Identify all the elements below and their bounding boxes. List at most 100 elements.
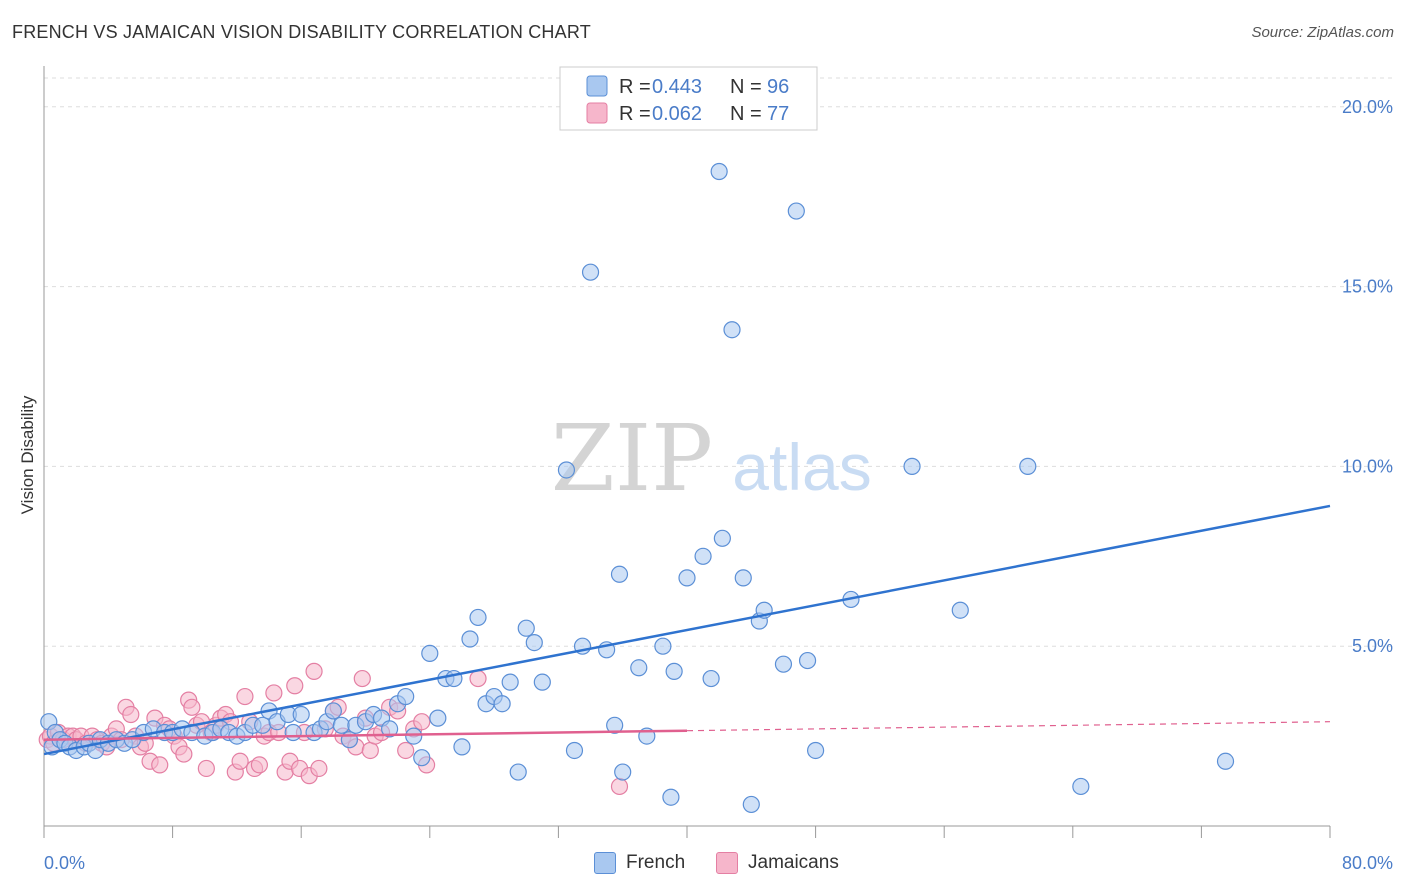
french-point bbox=[332, 716, 350, 734]
x-tick-labels: 0.0% 80.0% bbox=[44, 853, 1393, 873]
french-point bbox=[610, 565, 629, 583]
french-point bbox=[254, 716, 272, 734]
french-point bbox=[421, 644, 439, 662]
french-point bbox=[678, 569, 696, 587]
legend-n-label: N = bbox=[730, 76, 762, 98]
french-point bbox=[742, 795, 760, 814]
legend-swatch-jamaicans bbox=[586, 102, 608, 124]
french-point bbox=[469, 608, 487, 627]
trend-lines bbox=[43, 504, 1331, 756]
watermark: ZIP atlas bbox=[551, 405, 872, 512]
french-point bbox=[581, 263, 600, 281]
french-point bbox=[654, 637, 672, 655]
stats-legend: R = 0.443 N = 96 R = 0.062 N = 77 bbox=[559, 66, 818, 131]
french-point bbox=[557, 461, 576, 479]
jamaicans-point bbox=[250, 756, 269, 774]
jamaicans-trend-line bbox=[43, 729, 688, 741]
legend-swatch-french bbox=[586, 75, 608, 97]
french-point bbox=[1072, 777, 1090, 796]
french-point bbox=[525, 633, 543, 652]
y-tick-label: 5.0% bbox=[1352, 636, 1393, 656]
legend-label-french: French bbox=[626, 852, 686, 873]
x-tick-label: 80.0% bbox=[1342, 853, 1393, 873]
jamaicans-point bbox=[197, 759, 215, 778]
watermark-atlas: atlas bbox=[732, 430, 871, 504]
x-tick-label: 0.0% bbox=[44, 853, 85, 873]
french-point bbox=[493, 695, 511, 713]
french-point bbox=[903, 457, 921, 475]
legend-item-jamaicans: Jamaicans bbox=[716, 852, 839, 874]
french-point bbox=[405, 727, 423, 745]
source-label: Source: ZipAtlas.com bbox=[1251, 24, 1394, 41]
legend-swatch-french bbox=[594, 852, 616, 874]
jamaicans-point bbox=[305, 662, 323, 680]
french-point bbox=[774, 655, 793, 673]
french-trend-line bbox=[43, 504, 1331, 756]
jamaicans-point bbox=[122, 705, 140, 724]
french-point bbox=[951, 601, 969, 619]
jamaicans-point bbox=[310, 759, 328, 778]
french-point bbox=[381, 720, 399, 738]
french-point bbox=[723, 321, 741, 339]
jamaicans-point bbox=[175, 745, 193, 763]
jamaicans-point bbox=[231, 752, 249, 770]
axes bbox=[43, 66, 1331, 838]
legend-r-value: 0.062 bbox=[652, 103, 702, 125]
legend-n-value: 96 bbox=[767, 76, 789, 98]
french-point bbox=[413, 749, 431, 767]
french-point bbox=[429, 709, 447, 727]
jamaicans-point bbox=[397, 741, 415, 760]
french-point bbox=[630, 659, 648, 677]
french-point bbox=[453, 738, 471, 756]
jamaicans-point bbox=[469, 669, 487, 688]
french-point bbox=[710, 162, 728, 181]
watermark-zip: ZIP bbox=[551, 405, 713, 512]
y-tick-label: 10.0% bbox=[1342, 456, 1393, 476]
french-point bbox=[533, 673, 551, 691]
legend-label-jamaicans: Jamaicans bbox=[748, 852, 839, 873]
jamaicans-point bbox=[286, 677, 304, 695]
legend-swatch-jamaicans bbox=[716, 852, 738, 874]
jamaicans-point bbox=[361, 741, 379, 760]
legend-r-value: 0.443 bbox=[652, 76, 702, 98]
french-point bbox=[713, 529, 731, 547]
y-tick-label: 20.0% bbox=[1342, 97, 1393, 117]
legend-r-label: R = bbox=[619, 103, 651, 125]
french-point bbox=[1216, 752, 1235, 770]
jamaicans-point bbox=[265, 684, 283, 702]
french-point bbox=[694, 547, 712, 565]
series-legend: French Jamaicans bbox=[0, 852, 1406, 878]
french-point bbox=[284, 723, 302, 742]
french-point bbox=[1019, 457, 1037, 475]
jamaicans-point bbox=[610, 777, 629, 796]
legend-r-label: R = bbox=[619, 76, 651, 98]
jamaicans-point bbox=[353, 669, 371, 688]
french-point bbox=[292, 705, 310, 724]
jamaicans-point bbox=[236, 687, 254, 706]
french-point bbox=[702, 669, 720, 688]
french-point bbox=[606, 716, 624, 734]
legend-n-value: 77 bbox=[767, 103, 789, 125]
french-point bbox=[509, 763, 527, 781]
french-point bbox=[324, 702, 342, 720]
legend-n-label: N = bbox=[730, 103, 762, 125]
french-point bbox=[665, 662, 683, 680]
chart-title: FRENCH VS JAMAICAN VISION DISABILITY COR… bbox=[12, 22, 591, 42]
french-point bbox=[787, 202, 805, 220]
y-tick-label: 15.0% bbox=[1342, 277, 1393, 297]
french-point bbox=[340, 731, 359, 749]
jamaicans-trend-extension bbox=[686, 721, 1331, 732]
french-point bbox=[614, 763, 632, 781]
legend-item-french: French bbox=[594, 852, 685, 874]
french-point bbox=[662, 788, 680, 806]
jamaicans-point bbox=[151, 756, 169, 774]
jamaicans-point bbox=[413, 713, 431, 731]
y-tick-labels: 5.0% 10.0% 15.0% 20.0% bbox=[1342, 97, 1393, 656]
french-point bbox=[397, 687, 415, 706]
jamaicans-point bbox=[183, 698, 201, 716]
french-point bbox=[734, 569, 752, 587]
french-point bbox=[501, 673, 519, 691]
french-point bbox=[517, 619, 535, 637]
french-point bbox=[798, 651, 817, 670]
